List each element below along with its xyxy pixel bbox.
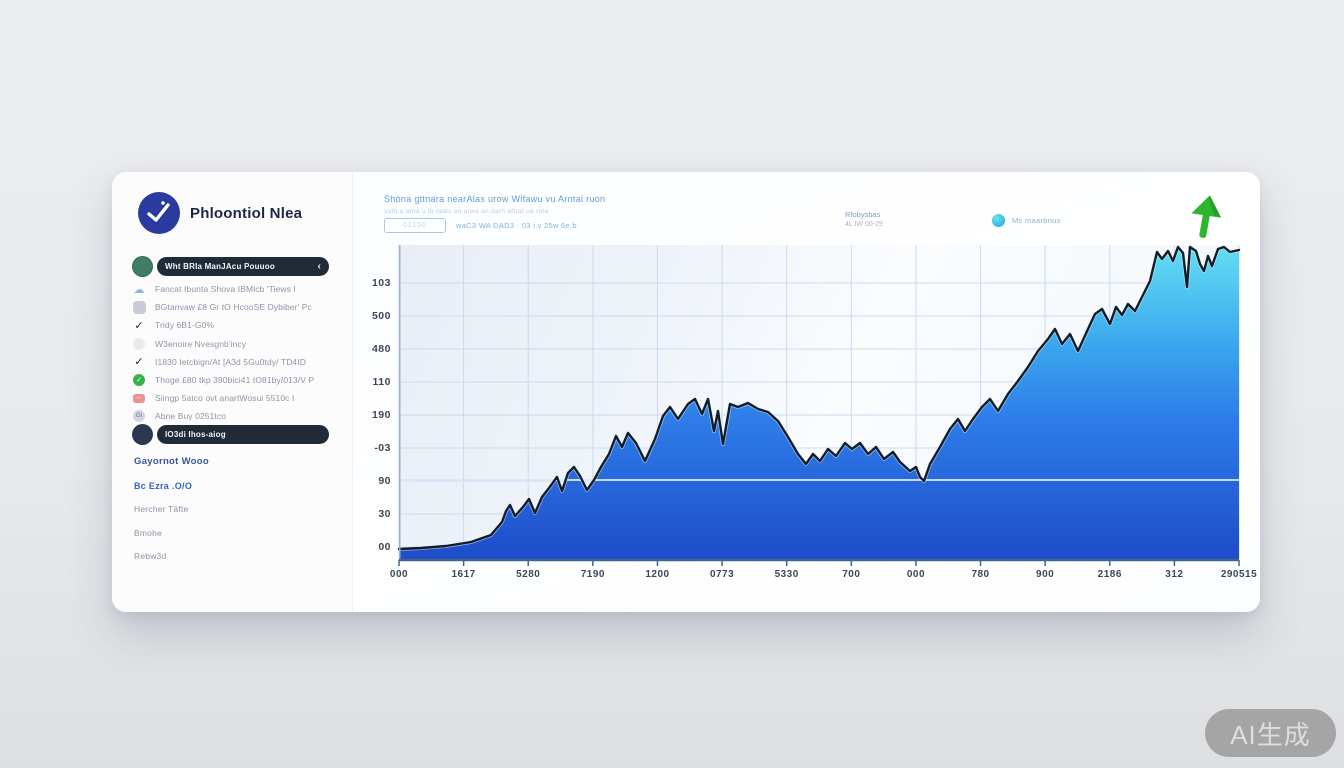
x-tick-label: 000 [389,569,409,580]
sidebar-links: Gayornot Wooo Bc Ezra .O/O Hercher Täfte… [134,456,209,575]
sidebar-menu: ☁ Fancat Ibunta Shova IBMlcb 'Tiews I BG… [132,280,337,426]
sidebar-link-4[interactable]: Rebw3d [134,551,167,561]
sidebar-item-4[interactable]: ✓ I1830 Ietcbign/At [A3d 5Gu0tdy/ TD4ID [132,353,337,371]
x-tick-label: 900 [1036,569,1055,580]
x-tick-label: 0773 [709,569,735,580]
status-led-navy [132,424,153,445]
sidebar-item-label: I1830 Ietcbign/At [A3d 5Gu0tdy/ TD4ID [155,356,306,367]
y-tick-label: 110 [372,376,391,388]
cloud-icon: ☁ [133,283,145,296]
dot-circle-icon [133,337,145,350]
chart-subtitle: sath a arna u ib raats an arwa an darh a… [384,208,549,215]
y-tick-label: 103 [371,277,391,289]
primary-action-label: Wht BRIa ManJAcu Pouuoo [165,262,275,271]
meta-primary: Rfobysbas [845,210,881,219]
x-tick-label: 290515 [1220,569,1258,580]
y-tick-label: 30 [378,508,391,520]
sidebar-item-label: Siingp 5atco ovt anartWosui 5510c I [155,393,295,404]
sidebar-item-0[interactable]: ☁ Fancat Ibunta Shova IBMlcb 'Tiews I [132,280,337,298]
primary-action-button[interactable]: Wht BRIa ManJAcu Pouuoo ‹ [157,257,329,276]
chart-plot-svg [397,245,1241,566]
gray-badge-icon: Gi [133,410,145,423]
app-title: Phloontiol Nlea [190,204,303,222]
sidebar-item-label: Thoge £80 tkp 390bici41 tO81by/013/V P [155,375,315,386]
area-chart[interactable]: 103 500 480 110 190 -03 90 30 00 000 1617 5280 7190… [372,245,1257,580]
app-tile-icon [132,300,146,314]
surge-arrow-icon [1191,195,1222,238]
y-axis-labels: 103 500 480 110 190 -03 90 30 00 [357,245,391,560]
sidebar-item-6[interactable]: – Siingp 5atco ovt anartWosui 5510c I [132,389,337,407]
x-tick-label: 312 [1165,569,1184,580]
sidebar-item-1[interactable]: BGtanvaw £8 Gr tO HcooSE Dybiber' Pc [132,298,337,316]
sidebar-link-1[interactable]: Bc Ezra .O/O [134,480,193,491]
check-icon: ✓ [134,356,144,369]
sidebar-item-label: BGtanvaw £8 Gr tO HcooSE Dybiber' Pc [155,302,312,313]
y-tick-label: 480 [371,343,391,355]
sidebar-link-0[interactable]: Gayornot Wooo [134,456,209,467]
sidebar-item-label: Abne Buy 0251tco [155,411,227,422]
x-tick-label: 780 [971,569,990,580]
legend-label: Ms maarbnus [1012,216,1061,225]
chart-meta: Rfobysbas 4L IW 00-29 [845,210,883,228]
y-tick-label: 190 [371,409,391,421]
y-tick-label: 00 [378,541,391,553]
sidebar-link-2[interactable]: Hercher Täfte [134,504,189,514]
y-tick-label: 90 [378,475,391,487]
status-led-green [132,256,153,277]
secondary-action-button[interactable]: IO3di Ihos-aiog [157,425,329,444]
meta-secondary: 4L IW 00-29 [845,221,883,228]
red-dash-icon: – [133,393,145,403]
x-axis-labels: 000 1617 5280 7190 1200 0773 5330 700 000 780 900 2… [390,569,1257,583]
y-tick-label: 500 [371,310,391,322]
x-tick-label: 000 [906,569,926,580]
sidebar-item-7[interactable]: Gi Abne Buy 0251tco [132,407,337,425]
x-tick-label: 5280 [516,569,541,580]
check-icon: ✓ [134,319,144,332]
app-window: Phloontiol Nlea Wht BRIa ManJAcu Pouuoo … [112,172,1260,612]
sidebar-item-2[interactable]: ✓ Tridy 6B1-G0% [132,316,337,334]
x-tick-label: 7190 [580,569,605,580]
chart-legend[interactable]: Ms maarbnus [992,214,1061,227]
secondary-action-label: IO3di Ihos-aiog [165,430,226,439]
x-tick-label: 1200 [645,569,670,580]
sidebar-item-label: Tridy 6B1-G0% [155,320,215,331]
green-check-icon: ✓ [133,374,145,387]
sidebar-link-3[interactable]: Bmohe [134,527,162,538]
badge-caption: waC3 WA DAD3 · 03 i.v 25w 6e.b [456,221,577,230]
chart-title: Shóna gttnara nearAlas urow Wlfawu vu Ar… [384,194,606,204]
x-tick-label: 1617 [451,569,476,580]
timeframe-badge[interactable]: 01150 [384,218,446,233]
y-tick-label: -03 [374,442,391,454]
sidebar-item-label: Fancat Ibunta Shova IBMlcb 'Tiews I [155,284,296,295]
sidebar: Phloontiol Nlea Wht BRIa ManJAcu Pouuoo … [112,172,352,612]
logo: Phloontiol Nlea [138,192,302,234]
chart-panel: Shóna gttnara nearAlas urow Wlfawu vu Ar… [352,172,1260,612]
sidebar-item-label: W3enoire Nvesgnb'incy [155,338,247,349]
x-tick-label: 2186 [1097,569,1122,580]
ai-generated-watermark: AI生成 [1205,709,1336,757]
sidebar-item-5[interactable]: ✓ Thoge £80 tkp 390bici41 tO81by/013/V P [132,371,337,389]
legend-dot-icon [992,214,1005,227]
chevron-left-icon: ‹ [317,260,321,272]
x-tick-label: 5330 [774,569,799,580]
logo-check-icon [138,192,180,234]
sidebar-item-3[interactable]: W3enoire Nvesgnb'incy [132,335,337,353]
x-tick-label: 700 [842,569,861,580]
